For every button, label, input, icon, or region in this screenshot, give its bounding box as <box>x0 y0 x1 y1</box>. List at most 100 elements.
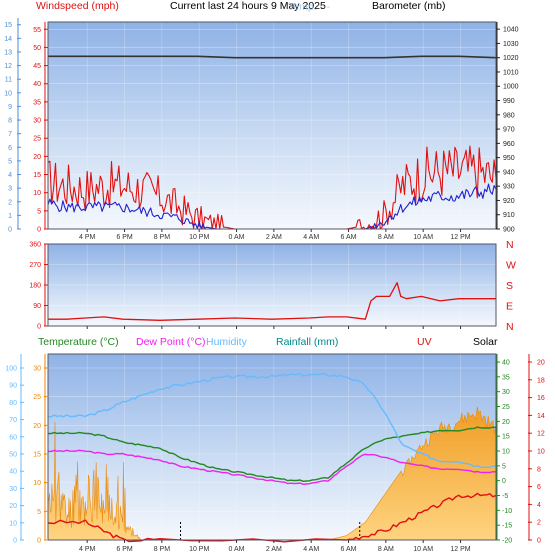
far-right-tick-label: 2 <box>537 520 541 527</box>
x-tick-label: 2 AM <box>266 546 282 553</box>
far-left-tick-label: 60 <box>9 434 17 441</box>
right-tick-label: 1020 <box>503 55 519 62</box>
x-tick-label: 12 PM <box>450 234 470 241</box>
x-tick-label: 10 AM <box>413 546 433 553</box>
uv-title: UV <box>417 336 432 348</box>
far-left-tick-label: 10 <box>4 90 12 97</box>
temp-overlay-title: Temp. --- <box>288 1 330 13</box>
right-tick-label: 1040 <box>503 27 519 34</box>
far-left-tick-label: 20 <box>9 503 17 510</box>
far-left-tick-label: 8 <box>8 118 12 125</box>
left-tick-label: 180 <box>29 283 41 290</box>
left-tick-label: 50 <box>33 45 41 52</box>
compass-label: S <box>506 280 513 292</box>
far-left-tick-label: 11 <box>5 77 12 84</box>
right-tick-label: 1010 <box>503 69 519 76</box>
right-tick-label: 25 <box>502 404 510 411</box>
right-tick-label: 1030 <box>503 41 519 48</box>
right-tick-label: 5 <box>502 463 506 470</box>
compass-label: N <box>506 239 514 251</box>
right-tick-label: 980 <box>503 112 515 119</box>
left-tick-label: 15 <box>33 452 41 459</box>
panel-frame-1 <box>47 21 497 230</box>
windspeed-title: Windspeed (mph) <box>36 0 119 12</box>
right-tick-label: 900 <box>503 227 515 234</box>
far-left-tick-label: 9 <box>8 104 12 111</box>
series-barometer <box>48 55 497 59</box>
right-tick-label: -5 <box>502 493 508 500</box>
far-left-tick-label: 15 <box>4 22 12 29</box>
x-tick-label: 4 PM <box>79 546 96 553</box>
right-tick-label: 1000 <box>503 84 519 91</box>
right-tick-label: 910 <box>503 212 515 219</box>
far-left-tick-label: 10 <box>9 520 17 527</box>
left-tick-label: 30 <box>33 366 41 373</box>
compass-label: E <box>506 301 513 313</box>
series-temperature-c- <box>47 426 497 482</box>
dew-point-title: Dew Point (°C) <box>136 336 206 348</box>
left-tick-label: 10 <box>33 480 41 487</box>
left-tick-label: 40 <box>33 81 41 88</box>
rainfall-title: Rainfall (mm) <box>276 336 339 348</box>
x-tick-label: 6 AM <box>341 234 357 241</box>
far-left-tick-label: 13 <box>4 49 12 56</box>
left-tick-label: 25 <box>33 136 41 143</box>
far-left-tick-label: 7 <box>8 131 12 138</box>
left-tick-label: 270 <box>29 262 41 269</box>
far-left-tick-label: 0 <box>13 538 17 545</box>
x-tick-label: 8 PM <box>154 546 171 553</box>
far-left-tick-label: 100 <box>5 366 17 373</box>
far-right-tick-label: 10 <box>537 449 545 456</box>
right-tick-label: 20 <box>502 419 510 426</box>
x-tick-label: 10 PM <box>189 546 209 553</box>
x-tick-label: 6 PM <box>116 234 133 241</box>
far-right-tick-label: 12 <box>537 431 545 438</box>
compass-label: W <box>506 260 516 272</box>
right-tick-label: 920 <box>503 198 515 205</box>
far-left-tick-label: 2 <box>8 199 12 206</box>
far-left-tick-label: 40 <box>9 469 17 476</box>
current-title: Current last 24 hours 9 May 2025 <box>170 0 326 12</box>
far-left-tick-label: 80 <box>9 400 17 407</box>
x-tick-label: 12 PM <box>450 546 470 553</box>
right-tick-label: 990 <box>503 98 515 105</box>
far-left-tick-label: 6 <box>8 145 12 152</box>
x-tick-label: 2 AM <box>266 234 282 241</box>
right-tick-label: 30 <box>502 389 510 396</box>
x-tick-label: 4 AM <box>303 546 319 553</box>
humidity-title: Humidity <box>206 336 247 348</box>
far-left-tick-label: 3 <box>8 186 12 193</box>
x-tick-label: 0 AM <box>229 234 245 241</box>
series-dew-point-c- <box>47 449 497 485</box>
left-tick-label: 0 <box>37 227 41 234</box>
right-tick-label: 930 <box>503 184 515 191</box>
series-wind-direction <box>48 282 496 321</box>
far-left-tick-label: 1 <box>8 213 12 220</box>
far-left-tick-label: 70 <box>9 417 17 424</box>
series-humidity <box>47 372 496 469</box>
right-tick-label: 0 <box>502 478 506 485</box>
series-uv <box>47 492 497 543</box>
x-tick-label: 10 PM <box>189 234 209 241</box>
far-left-tick-label: 4 <box>8 172 12 179</box>
right-tick-label: -10 <box>502 508 512 515</box>
far-right-tick-label: 8 <box>537 466 541 473</box>
left-tick-label: 90 <box>33 303 41 310</box>
left-tick-label: 5 <box>37 509 41 516</box>
far-right-tick-label: 18 <box>537 377 545 384</box>
panel-frame-3 <box>47 353 497 541</box>
right-tick-label: 10 <box>502 449 510 456</box>
far-left-tick-label: 90 <box>9 383 17 390</box>
right-tick-label: -20 <box>502 538 512 545</box>
solar-title: Solar <box>473 336 498 348</box>
x-tick-label: 8 AM <box>378 234 394 241</box>
right-tick-label: 970 <box>503 127 515 134</box>
barometer-title: Barometer (mb) <box>372 0 446 12</box>
far-right-tick-label: 6 <box>537 484 541 491</box>
left-tick-label: 20 <box>33 423 41 430</box>
far-right-tick-label: 14 <box>537 413 545 420</box>
far-left-tick-label: 0 <box>8 227 12 234</box>
right-tick-label: 35 <box>502 374 510 381</box>
left-tick-label: 5 <box>37 208 41 215</box>
